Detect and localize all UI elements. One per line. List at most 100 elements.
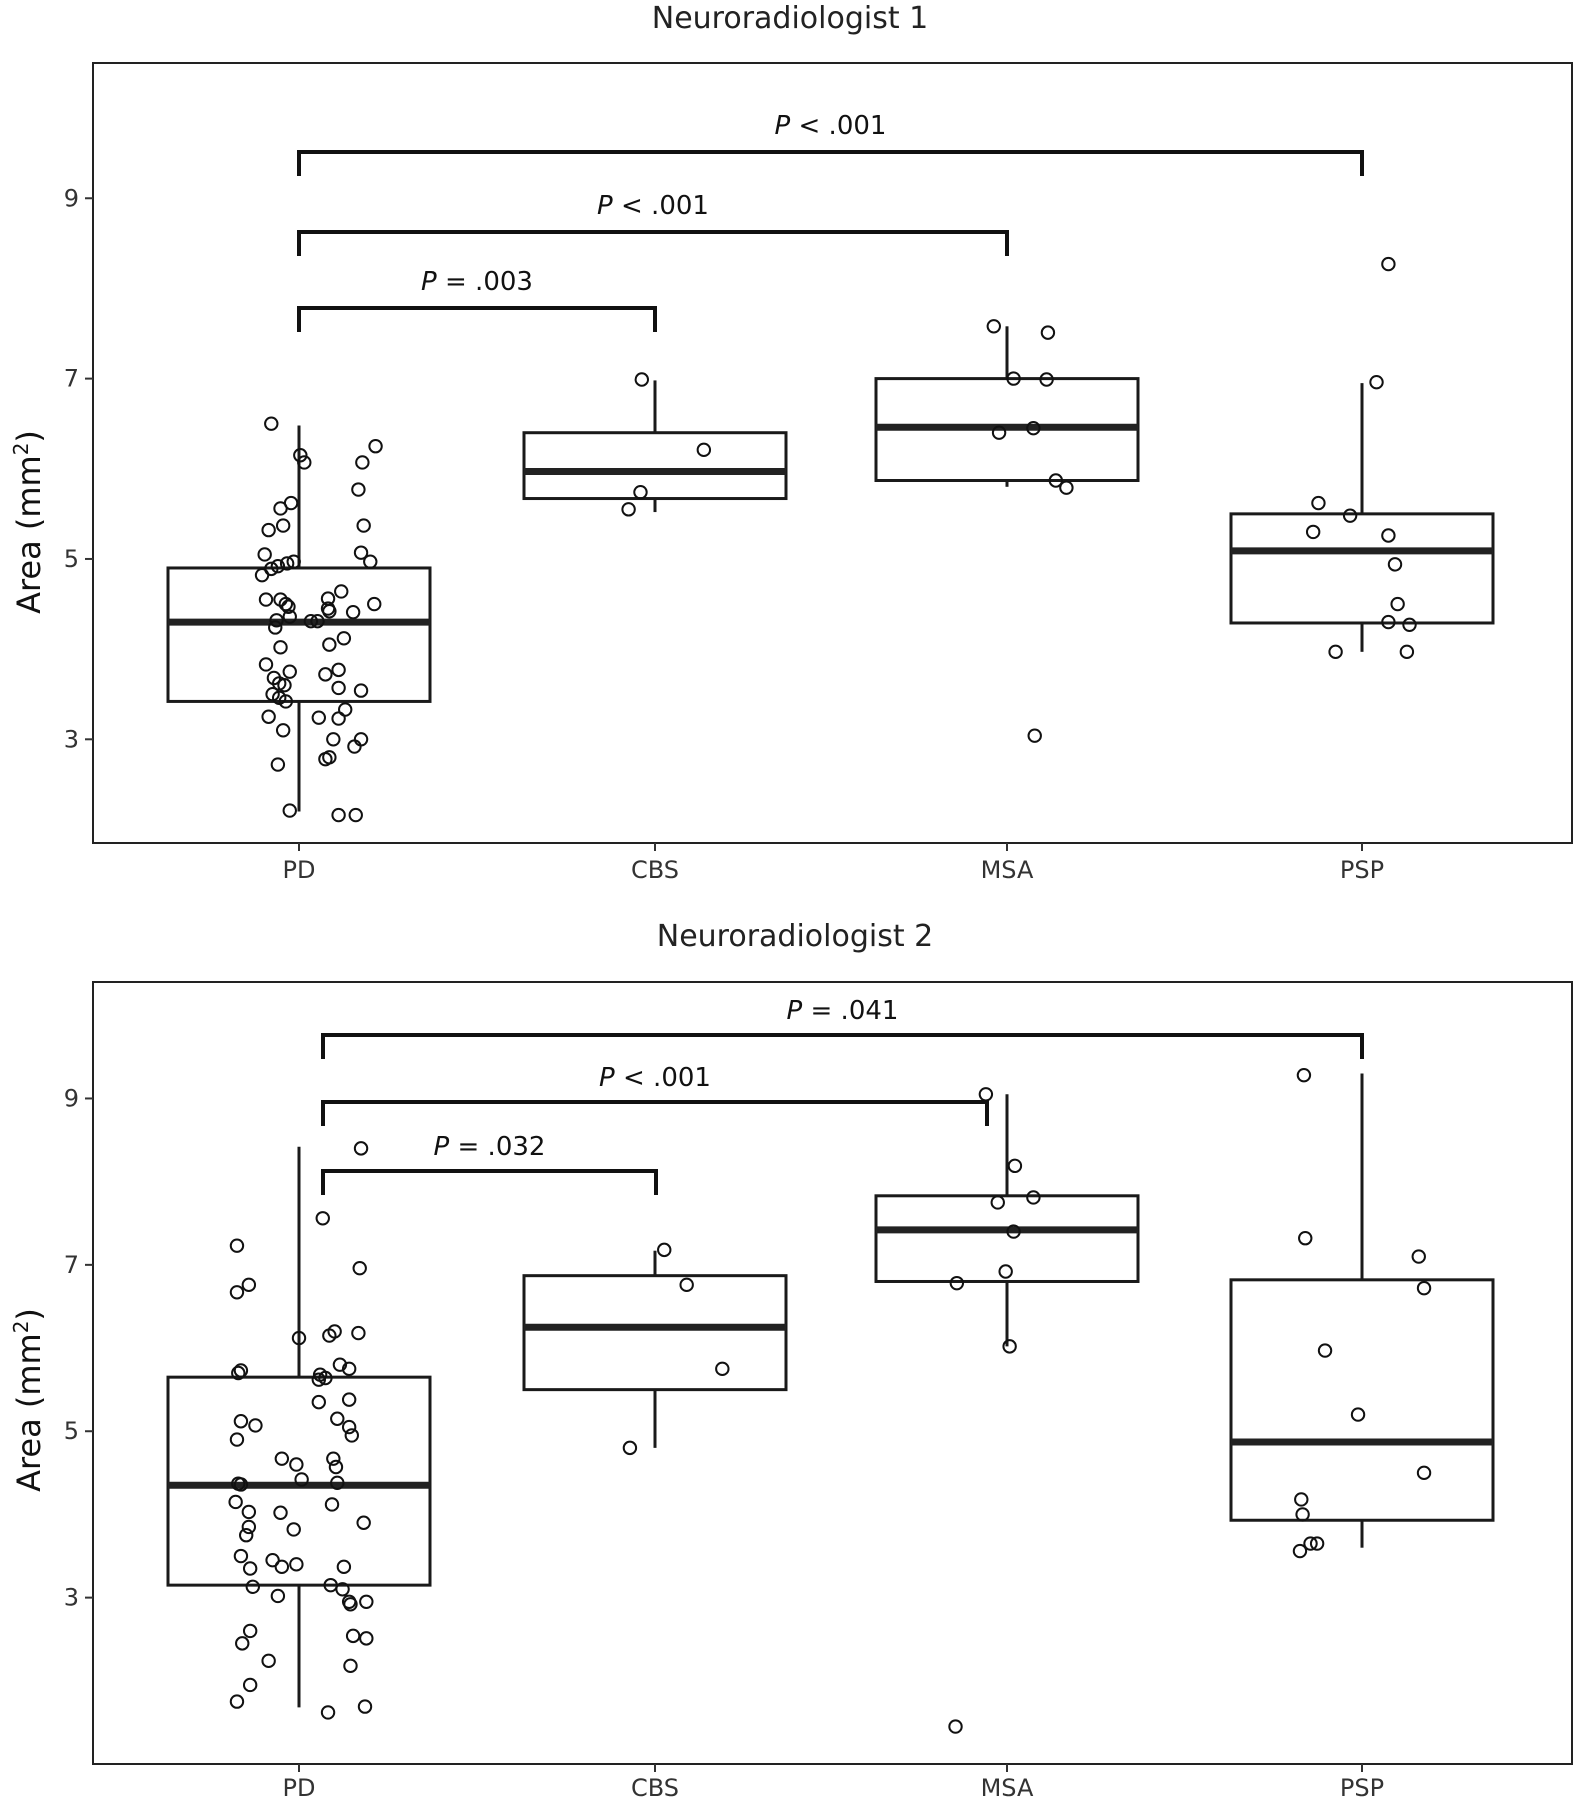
data-point [1305, 524, 1321, 540]
p-value-label: P < .001 [775, 111, 887, 141]
significance-bracket [297, 306, 657, 332]
data-point [1317, 1343, 1333, 1358]
data-point [1390, 596, 1405, 612]
data-point [331, 680, 346, 696]
data-point [343, 1658, 358, 1674]
y-tick-label: 7 [64, 1251, 79, 1279]
data-point [278, 694, 293, 709]
data-point [274, 1451, 290, 1466]
data-point [368, 439, 383, 454]
data-point [270, 757, 286, 772]
data-point [359, 1594, 374, 1609]
p-value-label: P = .032 [434, 1132, 546, 1162]
data-point [282, 664, 297, 679]
data-point [715, 1361, 730, 1377]
data-point [359, 1631, 374, 1646]
y-tick-label: 5 [64, 545, 79, 573]
data-point [330, 1475, 345, 1491]
data-point [310, 613, 325, 629]
data-point [320, 1705, 336, 1720]
data-point [1381, 528, 1396, 543]
data-point [328, 1459, 344, 1475]
p-value-label: P = .041 [787, 996, 899, 1026]
x-tick-label: CBS [631, 1774, 679, 1800]
data-point [286, 554, 301, 569]
data-point [1295, 1507, 1310, 1522]
data-point [264, 561, 279, 577]
data-point [275, 723, 291, 738]
data-point [241, 1277, 257, 1293]
data-point [356, 1515, 371, 1530]
data-point [261, 709, 276, 724]
data-point [1416, 1465, 1432, 1481]
data-point [241, 1504, 257, 1520]
data-point [357, 1699, 373, 1714]
data-point [229, 1285, 245, 1300]
data-point [1342, 508, 1358, 523]
data-point [311, 710, 326, 725]
chart-title: Neuroradiologist 2 [657, 919, 933, 954]
data-point [348, 807, 363, 823]
data-point [229, 1432, 245, 1447]
data-point [1328, 644, 1343, 660]
data-point [261, 1653, 276, 1669]
data-point [270, 1588, 286, 1604]
data-point [356, 518, 371, 533]
data-point [318, 667, 333, 682]
data-point [318, 1370, 333, 1386]
data-point [331, 711, 346, 726]
data-point [268, 620, 283, 635]
data-point [248, 1418, 263, 1433]
data-point [231, 1365, 246, 1381]
data-points [254, 256, 1417, 823]
significance-bracket [297, 150, 1364, 176]
data-point [265, 1552, 280, 1568]
data-point [345, 604, 361, 620]
data-point [322, 604, 337, 619]
data-point [978, 1087, 994, 1102]
data-point [353, 545, 369, 560]
data-point [324, 1497, 340, 1512]
data-point [273, 1505, 288, 1520]
data-point [322, 637, 337, 652]
data-point [242, 1677, 258, 1693]
data-point [293, 448, 308, 463]
data-point [233, 1477, 249, 1492]
p-symbol: P [434, 1132, 450, 1162]
data-point [353, 683, 369, 698]
box-iqr [166, 1375, 432, 1587]
data-point [1026, 1190, 1041, 1205]
data-point [331, 662, 346, 678]
data-point [1026, 421, 1041, 436]
data-point [948, 1719, 963, 1734]
p-symbol: P [775, 111, 791, 141]
data-point [242, 1561, 258, 1576]
plot-frame [92, 981, 1573, 1765]
data-point [336, 1559, 352, 1575]
data-point [269, 613, 284, 628]
data-point [233, 1548, 249, 1564]
data-point [634, 372, 649, 387]
data-point [1040, 325, 1056, 340]
data-point [265, 687, 280, 702]
significance-bracket [321, 1033, 1364, 1059]
y-tick-label: 9 [64, 184, 79, 212]
panel-neuroradiologist-2: Neuroradiologist 2 Area (mm2) 3 5 7 9 PD CBS… [9, 919, 1573, 1800]
data-point [282, 803, 297, 818]
data-point [657, 1242, 672, 1258]
significance-bracket [321, 1169, 658, 1195]
data-point [986, 319, 1001, 334]
data-point [1309, 1536, 1325, 1551]
data-point [1292, 1543, 1308, 1559]
y-axis: 3 5 7 9 [64, 184, 93, 753]
data-point [341, 1361, 357, 1377]
data-point [1006, 371, 1021, 386]
data-point [1294, 1492, 1309, 1507]
x-tick-label: MSA [981, 1774, 1034, 1800]
data-point [245, 1579, 261, 1595]
boxplots [166, 1073, 1495, 1708]
data-point [274, 1559, 290, 1575]
data-point [363, 554, 378, 569]
data-point [235, 1636, 250, 1651]
data-point [270, 558, 286, 574]
